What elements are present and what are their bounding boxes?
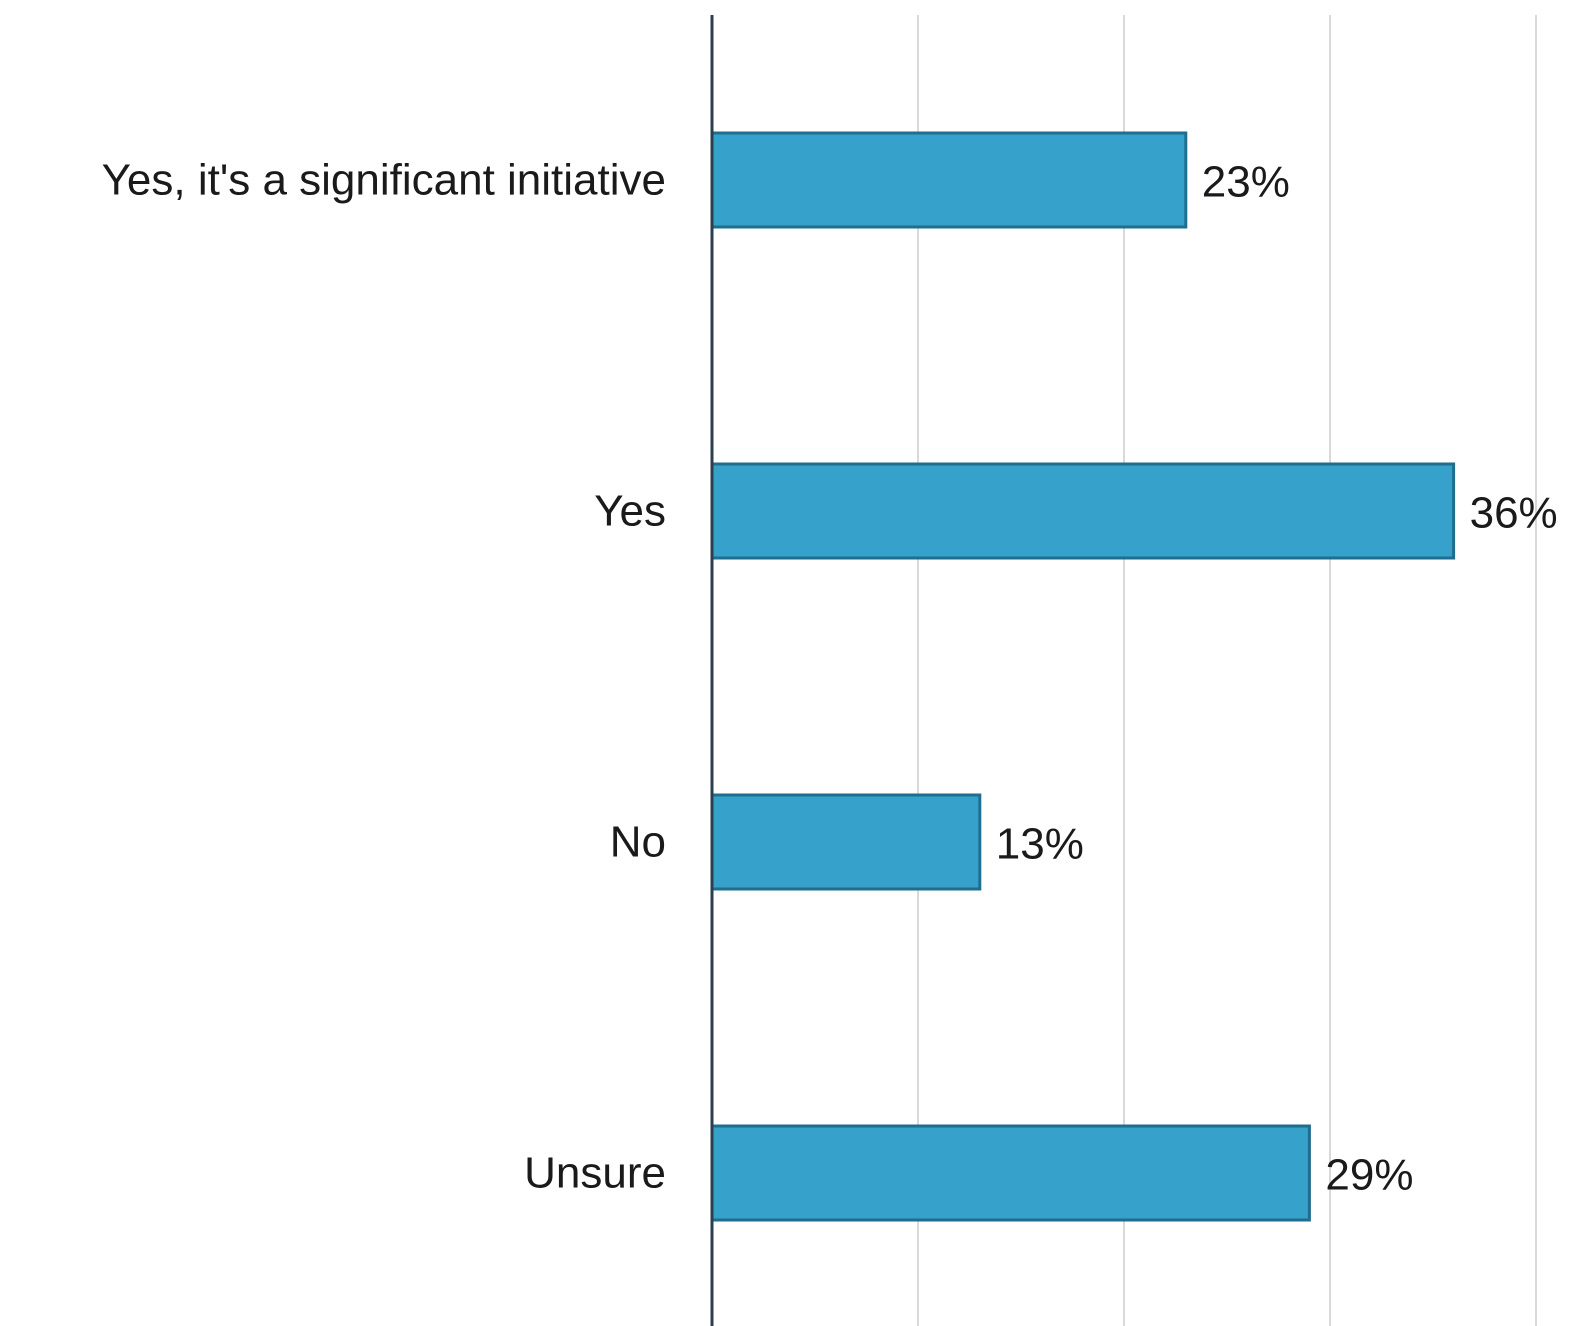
value-label-3: 29% — [1325, 1151, 1413, 1200]
bar-3 — [710, 1124, 1311, 1222]
bar-2 — [710, 793, 982, 891]
category-label-3: Unsure — [524, 1149, 666, 1198]
value-label-0: 23% — [1202, 158, 1290, 207]
bar-1 — [710, 462, 1456, 560]
labels: Yes, it's a significant initiative 23% Yes… — [102, 156, 1558, 1200]
grid-lines — [917, 15, 1537, 1326]
value-label-2: 13% — [996, 820, 1084, 869]
bars — [710, 131, 1456, 1222]
bar-0 — [710, 131, 1188, 229]
category-label-2: No — [610, 818, 666, 867]
category-label-0: Yes, it's a significant initiative — [102, 156, 666, 205]
value-label-1: 36% — [1470, 489, 1558, 538]
category-label-1: Yes — [594, 487, 666, 536]
